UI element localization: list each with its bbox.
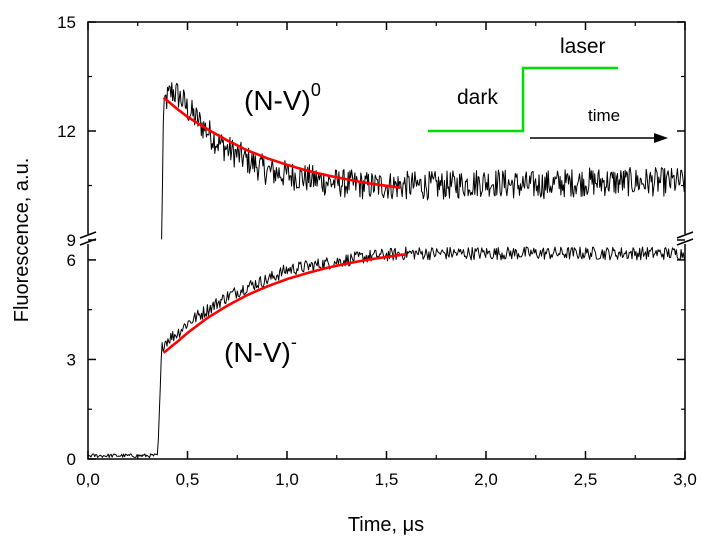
series-line-4 [162, 253, 407, 354]
label-nv-negative-sup: - [291, 332, 297, 352]
y-tick-label: 15 [57, 13, 76, 32]
x-tick-label: 1,0 [275, 470, 299, 489]
inset-laser-label: laser [560, 35, 606, 58]
axis-break-right [676, 231, 694, 246]
x-tick-label: 2,0 [474, 470, 498, 489]
time-arrowhead [654, 133, 668, 143]
x-tick-label: 0,5 [176, 470, 200, 489]
y-tick-label: 6 [67, 251, 76, 270]
label-nv-neutral-main: (N-V) [244, 85, 311, 116]
label-nv-neutral-sup: 0 [311, 80, 321, 100]
series-line-3 [162, 96, 401, 189]
y-tick-label: 3 [67, 350, 76, 369]
label-nv-negative: (N-V)- [224, 332, 297, 368]
y-tick-label: 12 [57, 122, 76, 141]
x-tick-label: 3,0 [673, 470, 697, 489]
x-axis-ticks: 0,0 0,5 1,0 1,5 2,0 2,5 3,0 [76, 22, 697, 489]
x-tick-label: 0,0 [76, 470, 100, 489]
x-tick-label: 1,5 [375, 470, 399, 489]
series-line-2 [87, 246, 686, 459]
series-line-1 [161, 82, 686, 240]
y-axis-title: Fluorescence, a.u. [11, 158, 33, 323]
y-tick-label: 9 [67, 231, 76, 250]
y-tick-label: 0 [67, 450, 76, 469]
laser-pulse-line [428, 66, 618, 133]
series-layer [87, 82, 686, 459]
y-axis-ticks: 0 3 69 12 15 [57, 13, 685, 469]
label-nv-neutral: (N-V)0 [244, 80, 321, 116]
inset-dark-label: dark [457, 86, 498, 109]
x-tick-label: 2,5 [574, 470, 598, 489]
x-axis-title: Time, μs [348, 514, 424, 536]
label-nv-negative-main: (N-V) [224, 337, 291, 368]
pulse-inset: dark laser time [428, 35, 668, 143]
inset-time-label: time [588, 106, 620, 125]
